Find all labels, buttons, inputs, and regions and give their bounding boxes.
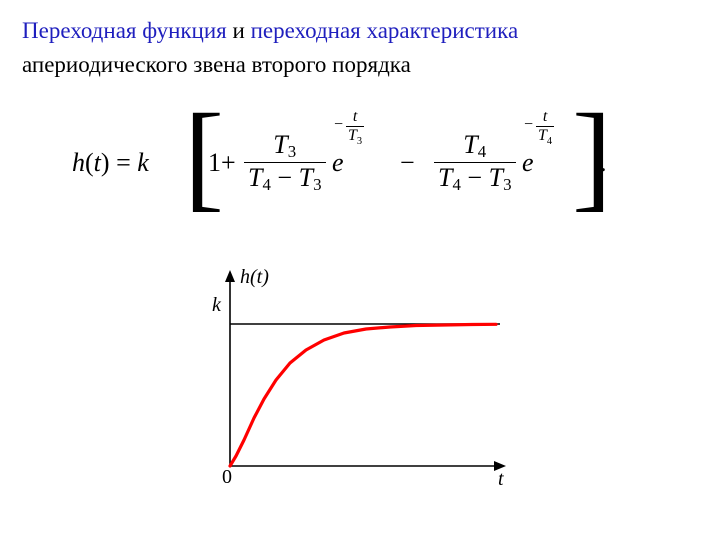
page-root: Переходная функция и переходная характер…: [0, 0, 720, 540]
exp1-Ts: 3: [357, 136, 362, 147]
yl-h: h: [240, 266, 250, 288]
fraction-b: T4 T4 − T3: [434, 130, 516, 195]
formula-h: h: [72, 148, 85, 177]
t3ds: 3: [313, 175, 321, 194]
t3d: T: [299, 163, 313, 192]
origin-label: 0: [222, 466, 232, 489]
formula-t: t: [94, 148, 101, 177]
t4d: T: [248, 163, 262, 192]
t4ns: 4: [478, 142, 486, 161]
exp2-Ts: 4: [547, 136, 552, 147]
exp2: − t T4: [536, 108, 554, 147]
e1: e: [332, 148, 344, 178]
t3ds2: 3: [503, 175, 511, 194]
y-axis-label: h(t): [240, 266, 269, 289]
x-axis-label: t: [498, 468, 504, 491]
exp2-neg: −: [524, 116, 533, 134]
exp1-t: t: [353, 108, 357, 125]
exp1: − t T3: [346, 108, 364, 147]
formula-period: .: [600, 148, 607, 178]
exp1-neg: −: [334, 116, 343, 134]
title-connector: и: [227, 18, 251, 43]
exp1-T: T: [348, 127, 357, 144]
exp2-T: T: [538, 127, 547, 144]
frac-a-den: T4 − T3: [244, 162, 326, 195]
formula-plus: +: [221, 148, 236, 177]
exp2-t: t: [543, 108, 547, 125]
t4ds2: 4: [452, 175, 460, 194]
yl-t: t: [257, 266, 263, 288]
title-part1: Переходная функция: [22, 18, 227, 43]
chart-svg: [200, 268, 530, 498]
t3n: T: [273, 130, 287, 159]
t4ds: 4: [262, 175, 270, 194]
formula-lhs: h(t) = k: [72, 148, 149, 178]
formula: h(t) = k [ 1+ T3 T4 − T3 e − t T3 − T4 T…: [72, 100, 648, 220]
formula-one-plus: 1+: [208, 148, 236, 178]
frac-a-num: T3: [244, 130, 326, 162]
t3d2: T: [489, 163, 503, 192]
t4n: T: [463, 130, 477, 159]
response-curve: [230, 324, 496, 466]
frac-b-den: T4 − T3: [434, 162, 516, 195]
formula-k: k: [137, 148, 149, 177]
t4d2: T: [438, 163, 452, 192]
t3ns: 3: [288, 142, 296, 161]
title-line2: апериодического звена второго порядка: [22, 52, 411, 77]
title-part2: переходная характеристика: [251, 18, 519, 43]
step-response-chart: h(t) k 0 t: [200, 268, 530, 498]
formula-one: 1: [208, 148, 221, 177]
y-axis-arrow: [225, 270, 235, 282]
title-block: Переходная функция и переходная характер…: [22, 14, 518, 82]
fraction-a: T3 T4 − T3: [244, 130, 326, 195]
frac-b-num: T4: [434, 130, 516, 162]
e2: e: [522, 148, 534, 178]
formula-minus-mid: −: [400, 148, 415, 178]
k-label: k: [212, 294, 221, 317]
